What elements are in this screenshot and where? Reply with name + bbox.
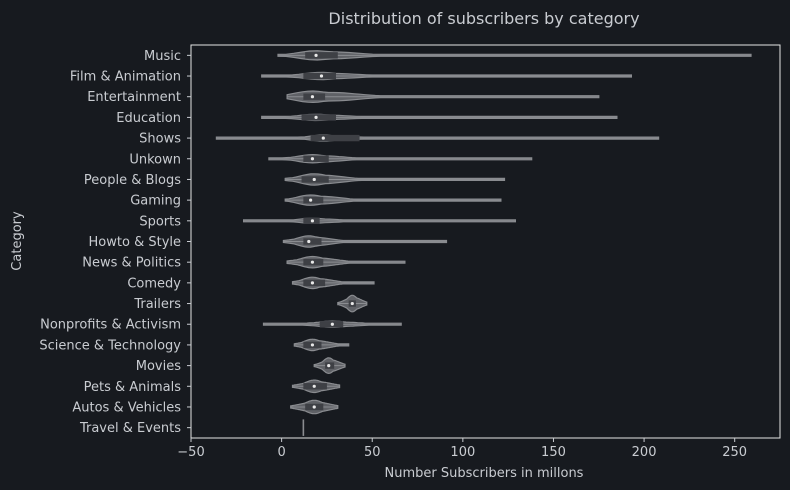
violin-film-animation [261,71,632,81]
violin-median [310,260,315,264]
y-tick-label: News & Politics [82,256,181,271]
violin-median [312,384,316,388]
violin-howto-style [282,235,448,248]
y-tick-label: Music [144,49,181,64]
violin-median [309,198,313,202]
violin-median [312,177,316,182]
x-tick-label: 0 [277,445,285,460]
x-tick-label: 200 [632,445,657,460]
chart-title: Distribution of subscribers by category [328,9,639,28]
violin-science-technology [293,338,350,352]
violin-median [319,74,324,78]
y-tick-label: Unkown [129,152,181,167]
y-tick-label: Gaming [130,194,181,209]
y-tick-label: Movies [136,359,181,374]
violin-median [310,343,315,347]
violin-median [314,53,318,57]
y-tick-label: Howto & Style [89,235,181,250]
x-tick-label: −50 [177,445,204,460]
violin-median [327,364,331,368]
violin-gaming [284,194,502,206]
violin-median [312,405,316,409]
violin-iqr-box [303,72,336,80]
violin-iqr-box [303,93,326,100]
violin-iqr-box [303,238,322,245]
violin-median [321,136,325,140]
y-tick-label: People & Blogs [84,173,181,188]
plot-frame [190,44,781,439]
violin-shows [215,134,660,142]
x-tick-label: 150 [541,445,566,460]
violin-comedy [291,276,375,290]
violin-sports [243,217,516,225]
violin-median [350,301,354,306]
y-tick-label: Science & Technology [39,338,181,353]
violin-median [307,239,311,244]
plot-area [190,44,781,439]
y-tick-label: Shows [139,132,181,147]
y-tick-label: Travel & Events [79,421,181,436]
violin-autos-vehicles [290,399,339,415]
y-tick-label: Pets & Animals [84,380,182,395]
y-tick-label: Education [116,111,181,126]
violin-iqr-box [303,279,326,287]
violin-music [277,50,752,61]
violin-median [310,157,315,161]
violin-iqr-box [303,155,329,162]
y-tick-label: Nonprofits & Activism [40,318,181,333]
violin-median [330,322,334,326]
violin-trailers [337,294,368,313]
violin-education [261,113,618,122]
violin-median [310,219,315,223]
violin-median [314,115,318,119]
violin-people-blogs [284,173,506,186]
violin-unkown [268,153,533,164]
violin-news-politics [286,255,406,269]
y-tick-label: Trailers [133,297,181,312]
x-axis: −50 0 50 100 150 200 250 [177,438,747,460]
y-axis: Music Film & Animation Entertainment Educat… [39,49,191,436]
x-tick-label: 250 [722,445,747,460]
violin-iqr-box [305,52,338,59]
x-tick-label: 50 [364,445,381,460]
violin-median [310,281,315,285]
y-tick-label: Comedy [127,276,181,291]
y-tick-label: Film & Animation [70,70,181,85]
violin-nonprofits-activism [262,320,402,328]
x-tick-label: 100 [450,445,475,460]
violin-movies [313,357,346,375]
y-axis-title: Category [10,211,25,271]
violin-entertainment [286,90,600,104]
violin-median [310,95,315,99]
x-axis-title: Number Subscribers in millons [385,466,584,481]
violin-pets-animals [291,379,341,394]
y-tick-label: Entertainment [87,90,181,105]
violins-group [215,50,752,436]
violin-iqr-box [303,196,324,204]
violin-iqr-box [310,134,360,142]
violin-iqr-box [301,114,336,121]
y-tick-label: Autos & Vehicles [72,400,181,415]
y-tick-label: Sports [139,214,181,229]
